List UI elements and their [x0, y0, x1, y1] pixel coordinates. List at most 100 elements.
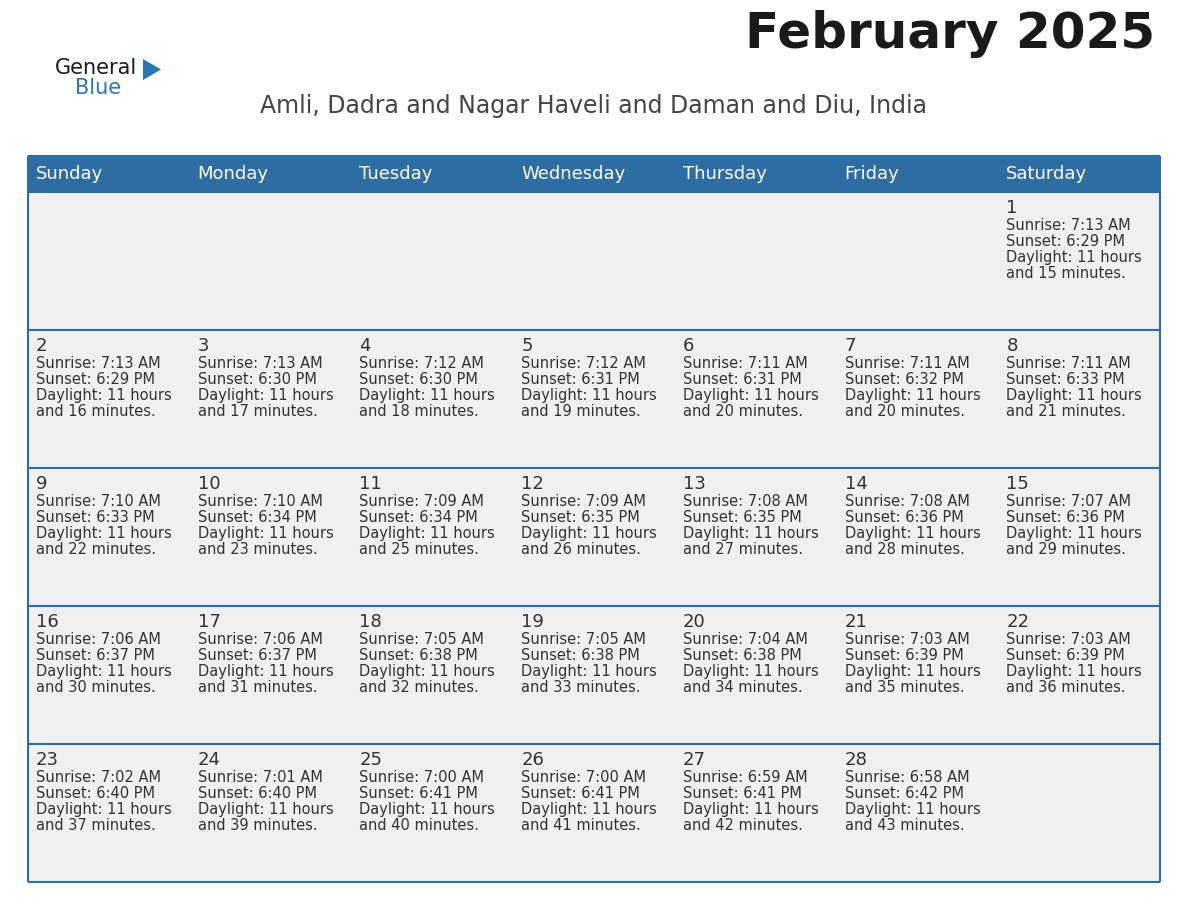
Text: Sunset: 6:29 PM: Sunset: 6:29 PM: [1006, 234, 1125, 249]
Text: and 22 minutes.: and 22 minutes.: [36, 542, 156, 557]
Text: 17: 17: [197, 613, 221, 631]
Text: Daylight: 11 hours: Daylight: 11 hours: [197, 388, 334, 403]
Text: Sunrise: 7:07 AM: Sunrise: 7:07 AM: [1006, 494, 1131, 509]
Text: Daylight: 11 hours: Daylight: 11 hours: [1006, 526, 1142, 541]
Text: 28: 28: [845, 751, 867, 769]
Text: Daylight: 11 hours: Daylight: 11 hours: [522, 388, 657, 403]
Text: Sunset: 6:37 PM: Sunset: 6:37 PM: [36, 648, 154, 663]
Text: 7: 7: [845, 337, 857, 355]
Text: Sunrise: 7:09 AM: Sunrise: 7:09 AM: [360, 494, 485, 509]
Text: 26: 26: [522, 751, 544, 769]
Text: Sunrise: 7:13 AM: Sunrise: 7:13 AM: [197, 356, 322, 371]
Text: Sunrise: 7:05 AM: Sunrise: 7:05 AM: [360, 632, 485, 647]
Text: Sunset: 6:35 PM: Sunset: 6:35 PM: [683, 510, 802, 525]
Bar: [190, 192, 352, 330]
Text: and 37 minutes.: and 37 minutes.: [36, 818, 156, 833]
Text: and 32 minutes.: and 32 minutes.: [360, 680, 479, 695]
Text: and 30 minutes.: and 30 minutes.: [36, 680, 156, 695]
Bar: [675, 192, 836, 330]
Text: Sunset: 6:39 PM: Sunset: 6:39 PM: [845, 648, 963, 663]
Text: Saturday: Saturday: [1006, 165, 1087, 183]
Text: Sunset: 6:35 PM: Sunset: 6:35 PM: [522, 510, 640, 525]
Text: Sunset: 6:40 PM: Sunset: 6:40 PM: [197, 786, 317, 801]
Text: and 17 minutes.: and 17 minutes.: [197, 404, 317, 419]
Text: Daylight: 11 hours: Daylight: 11 hours: [197, 802, 334, 817]
Text: and 43 minutes.: and 43 minutes.: [845, 818, 965, 833]
Text: 12: 12: [522, 475, 544, 493]
Text: 5: 5: [522, 337, 532, 355]
Text: Sunset: 6:41 PM: Sunset: 6:41 PM: [683, 786, 802, 801]
Text: 4: 4: [360, 337, 371, 355]
Bar: [836, 744, 998, 882]
Bar: [513, 192, 675, 330]
Text: 21: 21: [845, 613, 867, 631]
Text: Thursday: Thursday: [683, 165, 766, 183]
Text: Daylight: 11 hours: Daylight: 11 hours: [1006, 250, 1142, 265]
Text: 9: 9: [36, 475, 48, 493]
Text: Daylight: 11 hours: Daylight: 11 hours: [845, 802, 980, 817]
Text: and 31 minutes.: and 31 minutes.: [197, 680, 317, 695]
Bar: [998, 468, 1159, 606]
Bar: [836, 330, 998, 468]
Text: and 18 minutes.: and 18 minutes.: [360, 404, 479, 419]
Text: Sunset: 6:33 PM: Sunset: 6:33 PM: [36, 510, 154, 525]
Text: and 26 minutes.: and 26 minutes.: [522, 542, 642, 557]
Text: and 15 minutes.: and 15 minutes.: [1006, 266, 1126, 281]
Text: Sunrise: 7:01 AM: Sunrise: 7:01 AM: [197, 770, 323, 785]
Text: Daylight: 11 hours: Daylight: 11 hours: [845, 526, 980, 541]
Text: 16: 16: [36, 613, 58, 631]
Text: and 19 minutes.: and 19 minutes.: [522, 404, 640, 419]
Text: Sunset: 6:41 PM: Sunset: 6:41 PM: [522, 786, 640, 801]
Text: and 23 minutes.: and 23 minutes.: [197, 542, 317, 557]
Text: Sunset: 6:34 PM: Sunset: 6:34 PM: [197, 510, 316, 525]
Text: Sunrise: 7:11 AM: Sunrise: 7:11 AM: [845, 356, 969, 371]
Text: Sunrise: 7:08 AM: Sunrise: 7:08 AM: [683, 494, 808, 509]
Text: Sunset: 6:34 PM: Sunset: 6:34 PM: [360, 510, 479, 525]
Text: and 41 minutes.: and 41 minutes.: [522, 818, 640, 833]
Text: Amli, Dadra and Nagar Haveli and Daman and Diu, India: Amli, Dadra and Nagar Haveli and Daman a…: [260, 94, 928, 118]
Text: Sunset: 6:36 PM: Sunset: 6:36 PM: [845, 510, 963, 525]
Text: 23: 23: [36, 751, 59, 769]
Text: Wednesday: Wednesday: [522, 165, 625, 183]
Text: and 20 minutes.: and 20 minutes.: [845, 404, 965, 419]
Text: and 35 minutes.: and 35 minutes.: [845, 680, 965, 695]
Text: 19: 19: [522, 613, 544, 631]
Text: Tuesday: Tuesday: [360, 165, 432, 183]
Text: 11: 11: [360, 475, 383, 493]
Text: 6: 6: [683, 337, 694, 355]
Text: and 29 minutes.: and 29 minutes.: [1006, 542, 1126, 557]
Text: and 40 minutes.: and 40 minutes.: [360, 818, 479, 833]
Text: Sunrise: 7:13 AM: Sunrise: 7:13 AM: [1006, 218, 1131, 233]
Text: and 36 minutes.: and 36 minutes.: [1006, 680, 1126, 695]
Text: 3: 3: [197, 337, 209, 355]
Text: Sunrise: 7:03 AM: Sunrise: 7:03 AM: [845, 632, 969, 647]
Text: Daylight: 11 hours: Daylight: 11 hours: [683, 802, 819, 817]
Text: Blue: Blue: [75, 78, 121, 98]
Bar: [675, 468, 836, 606]
Text: and 33 minutes.: and 33 minutes.: [522, 680, 640, 695]
Bar: [836, 468, 998, 606]
Text: Daylight: 11 hours: Daylight: 11 hours: [1006, 388, 1142, 403]
Bar: [836, 606, 998, 744]
Text: Sunset: 6:38 PM: Sunset: 6:38 PM: [360, 648, 479, 663]
Text: Sunrise: 7:04 AM: Sunrise: 7:04 AM: [683, 632, 808, 647]
Bar: [998, 330, 1159, 468]
Bar: [675, 606, 836, 744]
Text: and 34 minutes.: and 34 minutes.: [683, 680, 802, 695]
Text: Sunrise: 7:00 AM: Sunrise: 7:00 AM: [522, 770, 646, 785]
Text: Sunset: 6:38 PM: Sunset: 6:38 PM: [683, 648, 802, 663]
Text: Sunrise: 7:06 AM: Sunrise: 7:06 AM: [197, 632, 323, 647]
Text: Sunset: 6:42 PM: Sunset: 6:42 PM: [845, 786, 963, 801]
Text: Sunrise: 7:10 AM: Sunrise: 7:10 AM: [197, 494, 323, 509]
Bar: [190, 744, 352, 882]
Text: Daylight: 11 hours: Daylight: 11 hours: [360, 802, 495, 817]
Text: Sunset: 6:32 PM: Sunset: 6:32 PM: [845, 372, 963, 387]
Text: Sunset: 6:41 PM: Sunset: 6:41 PM: [360, 786, 479, 801]
Text: 14: 14: [845, 475, 867, 493]
Bar: [675, 330, 836, 468]
Text: Sunset: 6:40 PM: Sunset: 6:40 PM: [36, 786, 154, 801]
Text: 10: 10: [197, 475, 220, 493]
Text: 1: 1: [1006, 199, 1018, 217]
Text: Monday: Monday: [197, 165, 268, 183]
Text: and 25 minutes.: and 25 minutes.: [360, 542, 479, 557]
